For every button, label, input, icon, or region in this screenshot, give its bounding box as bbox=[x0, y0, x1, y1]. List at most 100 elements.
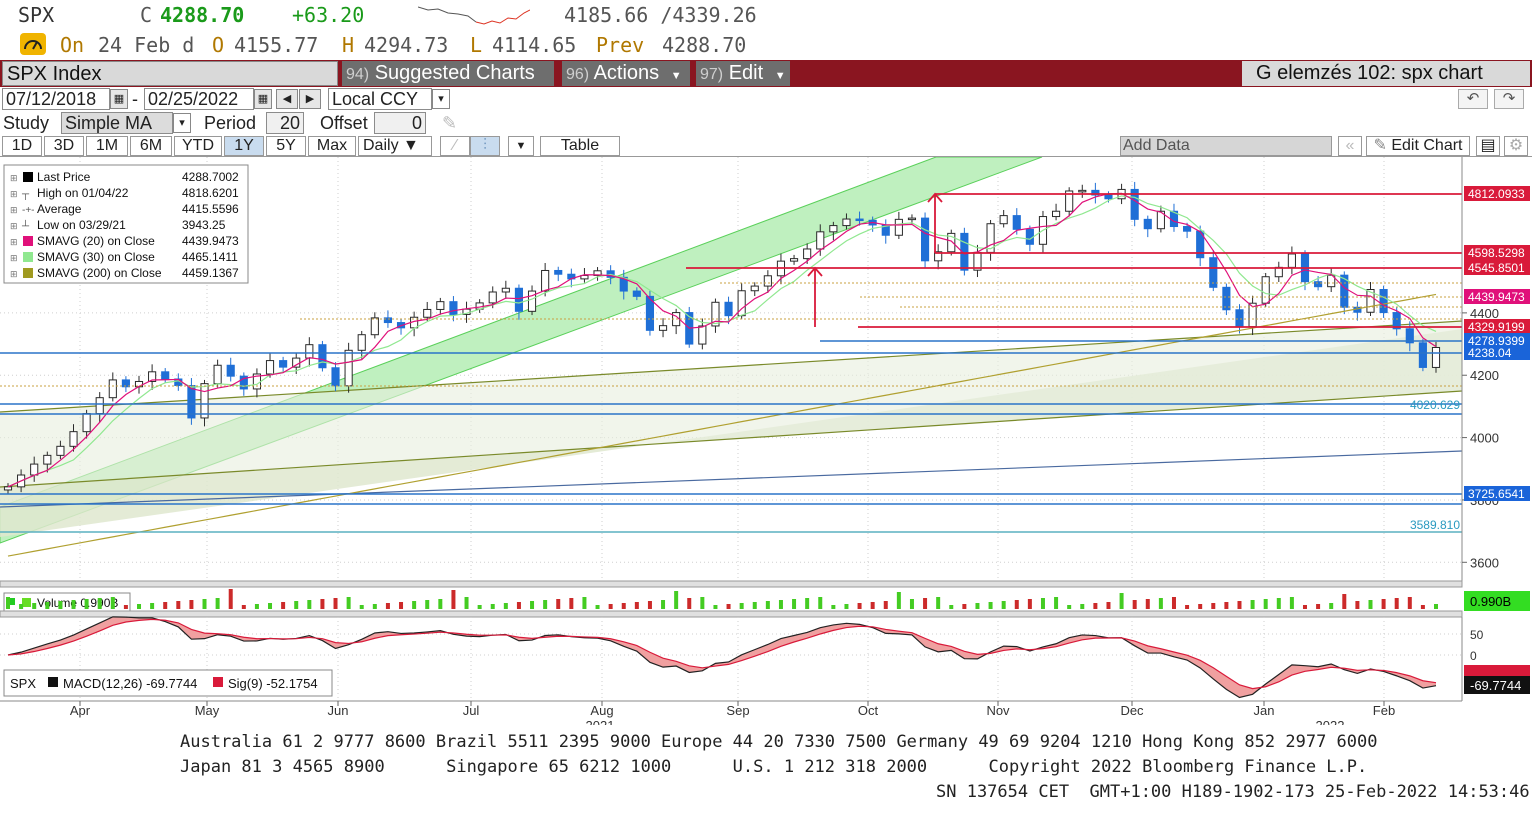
frequency-select[interactable]: Daily ▼ bbox=[358, 136, 432, 156]
price-tag bbox=[1464, 245, 1530, 260]
volume-bar bbox=[870, 602, 875, 609]
candle-body bbox=[357, 334, 366, 351]
range-max[interactable]: Max bbox=[308, 136, 356, 156]
macd-tag bbox=[1464, 676, 1530, 694]
title-bar: SPX Index 94) Suggested Charts 96) Actio… bbox=[0, 60, 1532, 87]
volume-tag-text: 0.990B bbox=[1470, 594, 1511, 609]
price-tag bbox=[1464, 186, 1530, 201]
volume-bar bbox=[241, 605, 246, 609]
price-tag bbox=[1464, 333, 1530, 348]
macd-legend[interactable] bbox=[3, 669, 333, 697]
offset-input[interactable]: 0 bbox=[374, 112, 426, 134]
candle-body bbox=[148, 371, 157, 382]
volume-bar bbox=[1145, 599, 1150, 609]
candle-body bbox=[436, 301, 445, 310]
suggested-charts-menu[interactable]: 94) Suggested Charts bbox=[342, 61, 554, 86]
gear-icon[interactable]: ⚙ bbox=[1504, 136, 1528, 156]
volume-bar bbox=[163, 602, 168, 609]
volume-bar bbox=[739, 603, 744, 609]
price-tick: 4400 bbox=[1470, 306, 1499, 321]
volume-bar bbox=[543, 600, 548, 609]
pencil-icon[interactable]: ✎ bbox=[442, 113, 458, 133]
price-chart[interactable]: 44004200400038003600 4812.09334598.52984… bbox=[0, 157, 1532, 725]
volume-bar bbox=[1302, 605, 1307, 609]
range-3d[interactable]: 3D bbox=[44, 136, 84, 156]
speedometer-icon[interactable] bbox=[20, 33, 46, 55]
svg-text:⊞: ⊞ bbox=[10, 205, 18, 215]
level-label-3589: 3589.810 bbox=[1410, 518, 1460, 532]
candle-chart-icon[interactable]: ⫶ bbox=[470, 136, 500, 156]
candle-body bbox=[1025, 228, 1034, 245]
edit-chart-button[interactable]: ✎ Edit Chart bbox=[1366, 136, 1470, 156]
security-field[interactable]: SPX Index bbox=[2, 61, 338, 86]
candle-body bbox=[331, 367, 340, 387]
actions-menu[interactable]: 96) Actions ▼ bbox=[562, 61, 690, 86]
range-5y[interactable]: 5Y bbox=[266, 136, 306, 156]
candle-body bbox=[920, 217, 930, 262]
footer-contacts-1: Australia 61 2 9777 8600 Brazil 5511 239… bbox=[180, 732, 1378, 752]
line-chart-icon[interactable]: ⁄ bbox=[440, 136, 470, 156]
range-6m[interactable]: 6M bbox=[130, 136, 172, 156]
volume-bar bbox=[1316, 604, 1321, 609]
volume-bar bbox=[464, 597, 469, 609]
candle-body bbox=[121, 379, 130, 388]
signal-value-label: Sig(9) -52.1754 bbox=[228, 676, 318, 691]
candle-body bbox=[724, 301, 733, 317]
chart-legend[interactable]: ⊞ Last Price 4288.7002⊞ ┬ High on 01/04/22 48… bbox=[3, 164, 249, 284]
candle-body bbox=[488, 291, 497, 304]
calendar-icon[interactable]: ▦ bbox=[110, 89, 128, 109]
chevron-down-icon[interactable]: ▼ bbox=[508, 136, 534, 156]
chart-settings-icon[interactable]: ▤ bbox=[1476, 136, 1500, 156]
table-button[interactable]: Table bbox=[540, 136, 620, 156]
panel-divider[interactable] bbox=[0, 580, 1463, 588]
calendar-icon[interactable]: ▦ bbox=[254, 89, 272, 109]
volume-bar bbox=[399, 602, 404, 609]
study-label: Study bbox=[3, 113, 50, 133]
redo-icon[interactable]: ↷ bbox=[1494, 89, 1524, 109]
period-input[interactable]: 20 bbox=[266, 112, 304, 134]
candle-body bbox=[1052, 210, 1061, 218]
add-data-input[interactable]: Add Data bbox=[1120, 136, 1332, 156]
level-label-4020: 4020.629 bbox=[1410, 398, 1460, 412]
candle-body bbox=[1261, 276, 1270, 304]
price-tag bbox=[1464, 260, 1530, 275]
undo-icon[interactable]: ↶ bbox=[1458, 89, 1488, 109]
chevron-down-icon[interactable]: ▾ bbox=[432, 89, 450, 109]
footer-contacts-2: Japan 81 3 4565 8900 Singapore 65 6212 1… bbox=[180, 757, 1368, 777]
next-period-icon[interactable]: ▶ bbox=[299, 89, 321, 109]
legend-label: Average bbox=[37, 202, 82, 216]
volume-bar bbox=[700, 597, 705, 609]
range-1y[interactable]: 1Y bbox=[224, 136, 264, 156]
prev-period-icon[interactable]: ◀ bbox=[276, 89, 298, 109]
close-prefix: C bbox=[140, 3, 153, 27]
start-date-input[interactable]: 07/12/2018 bbox=[2, 88, 110, 110]
range-1d[interactable]: 1D bbox=[2, 136, 42, 156]
chevron-down-icon: ▼ bbox=[403, 137, 419, 154]
volume-bar bbox=[346, 597, 351, 609]
candle-body bbox=[1235, 309, 1244, 328]
chevron-down-icon[interactable]: ▾ bbox=[173, 113, 191, 133]
volume-bar bbox=[1054, 597, 1059, 609]
volume-bar bbox=[490, 604, 495, 609]
candle-body bbox=[711, 301, 720, 327]
olive-trend-upper bbox=[0, 320, 1463, 413]
quote-header: SPX C 4288.70 +63.20 4185.66 /4339.26 On… bbox=[0, 0, 1532, 60]
volume-bar bbox=[831, 605, 836, 609]
volume-bar bbox=[84, 599, 89, 609]
volume-bar bbox=[674, 591, 679, 609]
range-bar: 1D 3D 1M 6M YTD 1Y 5Y Max Daily ▼ ⁄ ⫶ ▼ … bbox=[0, 135, 1532, 157]
month-label: Dec bbox=[1120, 703, 1144, 718]
intraday-range: 4185.66 /4339.26 bbox=[564, 3, 757, 27]
double-chevron-left-icon[interactable]: « bbox=[1338, 136, 1362, 156]
price-tick: 3600 bbox=[1470, 555, 1499, 570]
range-1m[interactable]: 1M bbox=[86, 136, 128, 156]
candle-body bbox=[383, 317, 392, 324]
end-date-input[interactable]: 02/25/2022 bbox=[144, 88, 254, 110]
edit-menu[interactable]: 97) Edit ▼ bbox=[696, 61, 790, 86]
price-tag-text: 4812.0933 bbox=[1468, 187, 1525, 201]
currency-select[interactable]: Local CCY bbox=[328, 88, 432, 110]
study-select[interactable]: Simple MA bbox=[61, 112, 173, 134]
panel-divider[interactable] bbox=[0, 610, 1463, 618]
volume-bar bbox=[1381, 599, 1386, 609]
range-ytd[interactable]: YTD bbox=[174, 136, 222, 156]
